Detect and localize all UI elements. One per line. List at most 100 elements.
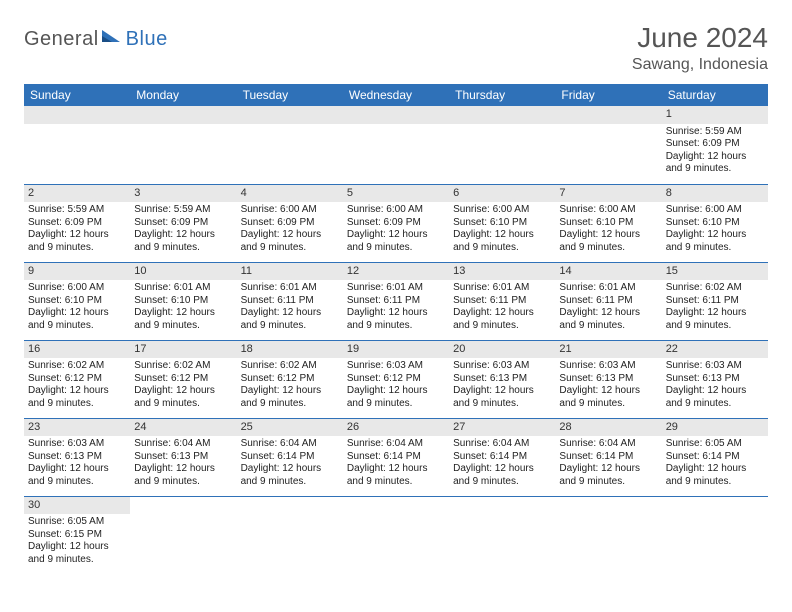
sunrise-text: Sunrise: 6:00 AM: [453, 204, 551, 217]
sunrise-text: Sunrise: 5:59 AM: [28, 204, 126, 217]
calendar-cell: [130, 106, 236, 184]
day-number: 6: [449, 185, 555, 203]
cell-body: Sunrise: 6:04 AMSunset: 6:14 PMDaylight:…: [555, 436, 661, 492]
cell-body: Sunrise: 6:02 AMSunset: 6:12 PMDaylight:…: [237, 358, 343, 414]
calendar-cell: [343, 496, 449, 574]
daylight-text: Daylight: 12 hours and 9 minutes.: [28, 463, 126, 488]
cell-body: Sunrise: 5:59 AMSunset: 6:09 PMDaylight:…: [24, 202, 130, 258]
cell-body: Sunrise: 6:00 AMSunset: 6:10 PMDaylight:…: [24, 280, 130, 336]
sunset-text: Sunset: 6:13 PM: [28, 451, 126, 464]
calendar-cell: [555, 496, 661, 574]
day-number: 3: [130, 185, 236, 203]
logo: General Blue: [24, 28, 168, 51]
daylight-text: Daylight: 12 hours and 9 minutes.: [28, 541, 126, 566]
flag-icon: [102, 28, 122, 51]
calendar-cell: 16Sunrise: 6:02 AMSunset: 6:12 PMDayligh…: [24, 340, 130, 418]
daynum-blank: [130, 106, 236, 124]
calendar-cell: 19Sunrise: 6:03 AMSunset: 6:12 PMDayligh…: [343, 340, 449, 418]
sunset-text: Sunset: 6:11 PM: [241, 295, 339, 308]
day-number: 17: [130, 341, 236, 359]
daylight-text: Daylight: 12 hours and 9 minutes.: [453, 463, 551, 488]
daylight-text: Daylight: 12 hours and 9 minutes.: [134, 229, 232, 254]
calendar-cell: 5Sunrise: 6:00 AMSunset: 6:09 PMDaylight…: [343, 184, 449, 262]
cell-body: Sunrise: 6:04 AMSunset: 6:14 PMDaylight:…: [343, 436, 449, 492]
calendar-cell: 28Sunrise: 6:04 AMSunset: 6:14 PMDayligh…: [555, 418, 661, 496]
day-number: 10: [130, 263, 236, 281]
daylight-text: Daylight: 12 hours and 9 minutes.: [347, 307, 445, 332]
calendar-cell: 4Sunrise: 6:00 AMSunset: 6:09 PMDaylight…: [237, 184, 343, 262]
cell-body: Sunrise: 6:01 AMSunset: 6:11 PMDaylight:…: [343, 280, 449, 336]
cell-body: Sunrise: 6:01 AMSunset: 6:10 PMDaylight:…: [130, 280, 236, 336]
day-number: 8: [662, 185, 768, 203]
calendar-cell: 13Sunrise: 6:01 AMSunset: 6:11 PMDayligh…: [449, 262, 555, 340]
sunset-text: Sunset: 6:09 PM: [28, 217, 126, 230]
sunset-text: Sunset: 6:14 PM: [241, 451, 339, 464]
sunrise-text: Sunrise: 6:04 AM: [453, 438, 551, 451]
day-number: 1: [662, 106, 768, 124]
sunrise-text: Sunrise: 5:59 AM: [666, 126, 764, 139]
sunrise-text: Sunrise: 6:02 AM: [241, 360, 339, 373]
calendar-cell: 25Sunrise: 6:04 AMSunset: 6:14 PMDayligh…: [237, 418, 343, 496]
day-number: 14: [555, 263, 661, 281]
day-number: 25: [237, 419, 343, 437]
daynum-blank: [237, 106, 343, 124]
daynum-blank: [449, 106, 555, 124]
sunrise-text: Sunrise: 6:05 AM: [666, 438, 764, 451]
logo-text-blue: Blue: [126, 28, 168, 51]
sunrise-text: Sunrise: 6:03 AM: [453, 360, 551, 373]
daynum-blank: [343, 106, 449, 124]
sunrise-text: Sunrise: 6:02 AM: [134, 360, 232, 373]
weekday-header: Friday: [555, 84, 661, 106]
cell-body: Sunrise: 6:02 AMSunset: 6:11 PMDaylight:…: [662, 280, 768, 336]
sunset-text: Sunset: 6:11 PM: [559, 295, 657, 308]
calendar-cell: 3Sunrise: 5:59 AMSunset: 6:09 PMDaylight…: [130, 184, 236, 262]
day-number: 4: [237, 185, 343, 203]
calendar-week: 16Sunrise: 6:02 AMSunset: 6:12 PMDayligh…: [24, 340, 768, 418]
weekday-header: Thursday: [449, 84, 555, 106]
sunrise-text: Sunrise: 6:01 AM: [241, 282, 339, 295]
calendar-cell: 8Sunrise: 6:00 AMSunset: 6:10 PMDaylight…: [662, 184, 768, 262]
day-number: 21: [555, 341, 661, 359]
sunset-text: Sunset: 6:10 PM: [134, 295, 232, 308]
sunrise-text: Sunrise: 6:03 AM: [666, 360, 764, 373]
daylight-text: Daylight: 12 hours and 9 minutes.: [241, 385, 339, 410]
daylight-text: Daylight: 12 hours and 9 minutes.: [559, 385, 657, 410]
header: General Blue June 2024 Sawang, Indonesia: [24, 22, 768, 74]
calendar-cell: 20Sunrise: 6:03 AMSunset: 6:13 PMDayligh…: [449, 340, 555, 418]
weekday-header: Tuesday: [237, 84, 343, 106]
daylight-text: Daylight: 12 hours and 9 minutes.: [347, 463, 445, 488]
weekday-header: Sunday: [24, 84, 130, 106]
day-number: 27: [449, 419, 555, 437]
calendar-body: 1Sunrise: 5:59 AMSunset: 6:09 PMDaylight…: [24, 106, 768, 574]
day-number: 18: [237, 341, 343, 359]
sunrise-text: Sunrise: 6:05 AM: [28, 516, 126, 529]
sunrise-text: Sunrise: 6:03 AM: [347, 360, 445, 373]
calendar-cell: 15Sunrise: 6:02 AMSunset: 6:11 PMDayligh…: [662, 262, 768, 340]
calendar-week: 9Sunrise: 6:00 AMSunset: 6:10 PMDaylight…: [24, 262, 768, 340]
daylight-text: Daylight: 12 hours and 9 minutes.: [241, 463, 339, 488]
logo-text-general: General: [24, 28, 99, 51]
sunset-text: Sunset: 6:11 PM: [347, 295, 445, 308]
calendar-cell: [449, 496, 555, 574]
sunrise-text: Sunrise: 6:01 AM: [559, 282, 657, 295]
daylight-text: Daylight: 12 hours and 9 minutes.: [666, 229, 764, 254]
daylight-text: Daylight: 12 hours and 9 minutes.: [28, 385, 126, 410]
day-number: 16: [24, 341, 130, 359]
daynum-blank: [449, 497, 555, 515]
cell-body: Sunrise: 6:03 AMSunset: 6:13 PMDaylight:…: [449, 358, 555, 414]
cell-body: Sunrise: 6:01 AMSunset: 6:11 PMDaylight:…: [449, 280, 555, 336]
day-number: 30: [24, 497, 130, 515]
sunset-text: Sunset: 6:09 PM: [241, 217, 339, 230]
sunset-text: Sunset: 6:12 PM: [134, 373, 232, 386]
calendar-cell: [24, 106, 130, 184]
sunrise-text: Sunrise: 6:04 AM: [134, 438, 232, 451]
daylight-text: Daylight: 12 hours and 9 minutes.: [559, 307, 657, 332]
sunrise-text: Sunrise: 6:01 AM: [347, 282, 445, 295]
calendar-cell: [237, 106, 343, 184]
day-number: 22: [662, 341, 768, 359]
sunrise-text: Sunrise: 6:02 AM: [666, 282, 764, 295]
sunrise-text: Sunrise: 6:00 AM: [666, 204, 764, 217]
calendar-cell: 14Sunrise: 6:01 AMSunset: 6:11 PMDayligh…: [555, 262, 661, 340]
cell-body: Sunrise: 6:00 AMSunset: 6:10 PMDaylight:…: [449, 202, 555, 258]
calendar-cell: [343, 106, 449, 184]
